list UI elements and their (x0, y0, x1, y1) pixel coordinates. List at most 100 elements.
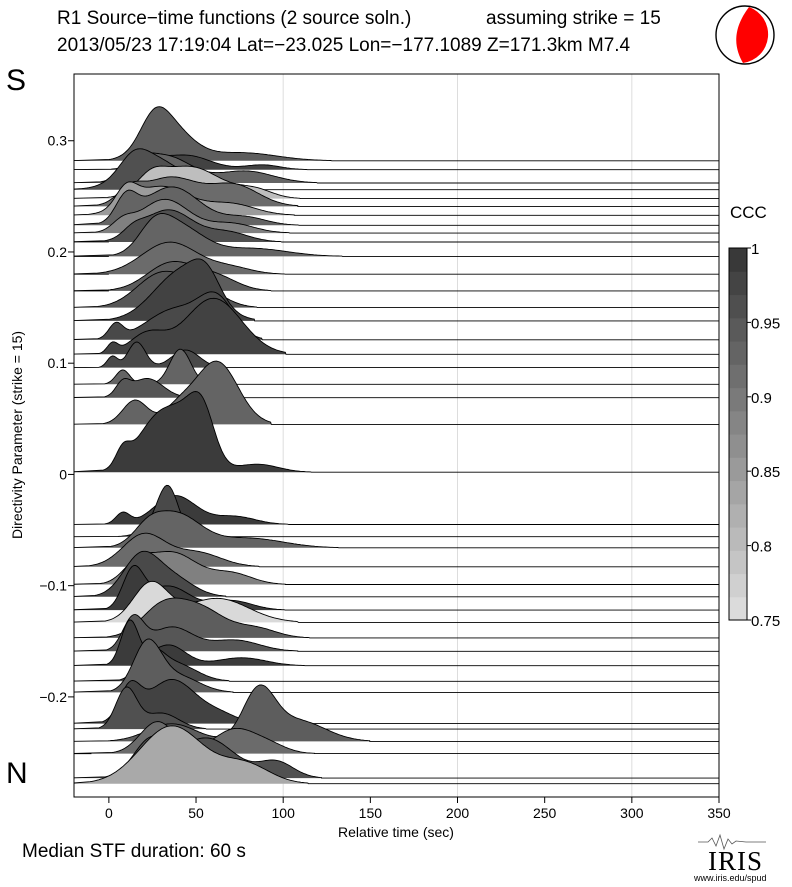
stf-trace-outline-39 (74, 735, 719, 779)
event-info: 2013/05/23 17:19:04 Lat=−23.025 Lon=−177… (57, 35, 631, 56)
stf-trace-outline-22 (74, 495, 719, 525)
colorbar-swatch-11 (729, 341, 747, 365)
colorbar-tick-label-2: 0.9 (751, 390, 772, 407)
stf-trace-outline-20 (74, 360, 719, 425)
stf-trace-fill-37 (74, 684, 719, 742)
y-axis: −0.2 −0.1 0 0.1 0.2 0.3 (39, 133, 74, 705)
north-label: N (6, 757, 28, 790)
stf-trace-fill-12 (74, 261, 719, 291)
y-tick-label-5: 0.3 (48, 133, 68, 149)
stf-trace-fill-31 (74, 614, 719, 652)
stf-trace-fill-17 (74, 342, 719, 368)
colorbar-tick-label-0: 1 (751, 241, 759, 258)
south-label: S (6, 64, 27, 97)
stf-trace-outline-36 (74, 686, 719, 730)
stf-traces (74, 106, 719, 785)
colorbar-tick-label-4: 0.8 (751, 539, 772, 556)
stf-trace-outline-14 (74, 258, 719, 322)
beachball-icon (715, 5, 775, 65)
y-axis-label: Directivity Parameter (strike = 15) (9, 331, 25, 539)
seismogram-icon (698, 833, 766, 851)
colorbar-swatch-13 (729, 294, 747, 319)
stf-trace-fill-10 (74, 213, 719, 257)
ccc-colorbar: 1 0.95 0.9 0.85 0.8 0.75 (728, 241, 780, 630)
iris-logo-text: IRIS (708, 846, 764, 876)
colorbar-tick-label-1: 0.95 (751, 315, 780, 332)
y-tick-label-3: 0.1 (48, 355, 68, 371)
stf-trace-outline-8 (74, 198, 719, 234)
colorbar-swatch-14 (729, 271, 747, 296)
stf-trace-fill-16 (74, 298, 719, 355)
stf-trace-fill-30 (74, 598, 719, 638)
colorbar-swatch-2 (729, 550, 747, 575)
stf-trace-outline-19 (74, 377, 719, 399)
stf-trace-fill-8 (74, 199, 719, 234)
y-tick-label-1: −0.1 (39, 578, 67, 594)
stf-trace-fill-26 (74, 551, 719, 585)
stf-trace-outline-40 (74, 725, 719, 785)
x-tick-label-150: 150 (359, 805, 383, 821)
colorbar-swatch-7 (729, 434, 747, 458)
stf-trace-outline-24 (74, 510, 719, 549)
stf-trace-outline-38 (74, 721, 719, 755)
y-tick-label-4: 0.2 (48, 244, 68, 260)
stf-trace-fill-9 (74, 209, 719, 242)
stf-trace-outline-28 (74, 565, 719, 611)
x-axis-label: Relative time (sec) (338, 824, 454, 840)
stf-trace-fill-24 (74, 510, 719, 548)
stf-trace-fill-40 (74, 725, 719, 784)
strike-note: assuming strike = 15 (486, 8, 661, 29)
stf-trace-outline-31 (74, 614, 719, 652)
x-tick-label-250: 250 (533, 805, 557, 821)
stf-trace-fill-2 (74, 152, 719, 183)
stf-trace-fill-7 (74, 186, 719, 226)
stf-trace-fill-6 (74, 181, 719, 216)
plot-frame (73, 73, 720, 798)
stf-trace-outline-11 (74, 241, 719, 275)
y-tick-label-0: −0.2 (39, 689, 67, 705)
colorbar-swatch-1 (729, 573, 747, 598)
stf-trace-outline-21 (74, 391, 719, 473)
x-tick-label-100: 100 (272, 805, 296, 821)
stf-trace-fill-36 (74, 686, 719, 730)
colorbar-tick-label-5: 0.75 (751, 613, 780, 630)
stf-trace-fill-14 (74, 258, 719, 321)
colorbar-swatch-3 (729, 527, 747, 551)
stf-trace-fill-38 (74, 721, 719, 754)
stf-trace-fill-29 (74, 581, 719, 623)
x-tick-label-300: 300 (620, 805, 644, 821)
chart-title: R1 Source−time functions (2 source soln.… (57, 8, 412, 29)
colorbar-swatch-6 (729, 457, 747, 482)
stf-trace-outline-32 (74, 619, 719, 667)
stf-trace-fill-0 (74, 106, 719, 161)
stf-trace-outline-9 (74, 209, 719, 243)
colorbar-tick-label-3: 0.85 (751, 464, 780, 481)
colorbar-swatch-4 (729, 503, 747, 528)
x-tick-label-350: 350 (707, 805, 731, 821)
stf-trace-outline-17 (74, 341, 719, 369)
y-tick-label-2: 0 (59, 466, 67, 482)
stf-trace-fill-21 (74, 391, 719, 473)
vertical-gridlines (282, 74, 633, 797)
stf-trace-fill-22 (74, 495, 719, 525)
colorbar-frame (728, 247, 748, 621)
stf-trace-outline-10 (74, 213, 719, 257)
stf-trace-fill-5 (74, 176, 719, 207)
stf-trace-fill-20 (74, 361, 719, 425)
x-tick-label-0: 0 (105, 805, 113, 821)
x-tick-label-50: 50 (188, 805, 204, 821)
colorbar-swatch-12 (729, 317, 747, 342)
beachball-outline (715, 5, 775, 65)
stf-trace-outline-34 (74, 638, 719, 693)
beachball-compression (736, 7, 769, 63)
stf-trace-outline-29 (74, 580, 719, 623)
colorbar-swatch-0 (729, 596, 747, 621)
colorbar-swatch-8 (729, 410, 747, 435)
colorbar-swatch-15 (729, 248, 747, 272)
stf-trace-outline-0 (74, 106, 719, 162)
stf-trace-outline-16 (74, 297, 719, 355)
iris-logo: IRIS www.iris.edu/spud (690, 832, 774, 884)
median-duration: Median STF duration: 60 s (22, 841, 246, 862)
colorbar-swatch-10 (729, 364, 747, 389)
colorbar-title: CCC (730, 203, 767, 222)
